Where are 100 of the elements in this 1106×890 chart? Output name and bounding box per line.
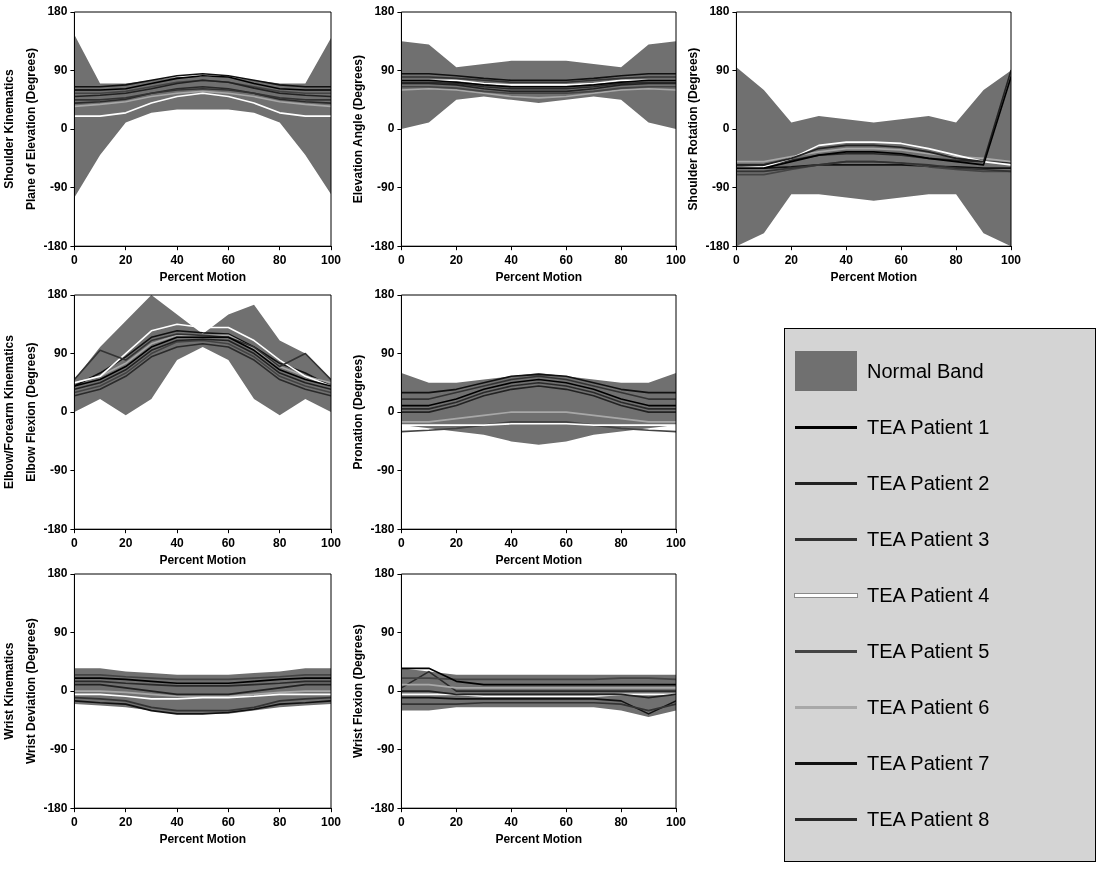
text: Elbow/Forearm Kinematics (2, 334, 17, 490)
x-tick-label: 100 (320, 252, 342, 267)
y-tick-label: -90 (377, 741, 395, 756)
x-tick-label: 20 (449, 814, 464, 829)
y-tick-label: 180 (47, 566, 68, 581)
x-tick-label: 100 (1000, 252, 1022, 267)
x-tick-label: 60 (894, 252, 909, 267)
y-tick-label: -90 (50, 741, 68, 756)
y-tick-label: 90 (716, 62, 730, 77)
x-tick-label: 20 (119, 814, 133, 829)
legend-label: Normal Band (867, 359, 984, 383)
x-tick-label: 0 (71, 814, 79, 829)
y-axis-title: Wrist Deviation (Degrees) (23, 618, 38, 765)
x-tick-label: 60 (221, 252, 236, 267)
x-tick-label: 80 (614, 252, 629, 267)
x-tick-label: 60 (559, 252, 574, 267)
x-tick-label: 20 (784, 252, 799, 267)
x-tick-label: 100 (665, 814, 687, 829)
legend-label: TEA Patient 1 (867, 415, 990, 439)
x-tick-label: 100 (665, 252, 687, 267)
x-tick-label: 20 (449, 252, 464, 267)
x-tick-label: 60 (559, 535, 574, 550)
x-axis-title: Percent Motion (495, 832, 583, 847)
x-axis-title: Percent Motion (159, 832, 247, 847)
x-tick-label: 80 (949, 252, 964, 267)
x-tick-label: 0 (733, 252, 741, 267)
y-tick-label: 90 (54, 345, 68, 360)
y-axis-title: Pronation (Degrees) (350, 354, 365, 470)
y-tick-label: 180 (374, 566, 395, 581)
x-tick-label: 0 (398, 814, 406, 829)
y-tick-label: -180 (43, 800, 68, 815)
y-tick-label: -90 (712, 179, 730, 194)
x-axis-title: Percent Motion (495, 270, 583, 285)
x-tick-label: 80 (273, 814, 287, 829)
x-tick-label: 60 (221, 814, 236, 829)
y-tick-label: -90 (377, 179, 395, 194)
y-tick-label: 0 (387, 404, 395, 419)
y-tick-label: 90 (381, 345, 395, 360)
y-tick-label: -180 (43, 238, 68, 253)
x-tick-label: 60 (559, 814, 574, 829)
y-tick-label: -90 (50, 462, 68, 477)
x-tick-label: 80 (614, 814, 629, 829)
x-axis-title: Percent Motion (159, 553, 247, 568)
y-tick-label: 90 (381, 62, 395, 77)
x-tick-label: 0 (71, 535, 79, 550)
y-axis-title: Elbow Flexion (Degrees) (23, 342, 38, 482)
y-tick-label: 0 (60, 683, 68, 698)
legend-label: TEA Patient 7 (867, 751, 990, 775)
x-tick-label: 40 (170, 535, 185, 550)
x-tick-label: 40 (504, 252, 519, 267)
x-tick-label: 80 (273, 535, 287, 550)
y-axis-title: Shoulder Rotation (Degrees) (685, 47, 700, 211)
y-tick-label: 180 (374, 287, 395, 302)
x-tick-label: 20 (119, 252, 133, 267)
x-tick-label: 80 (614, 535, 629, 550)
x-tick-label: 60 (221, 535, 236, 550)
legend-label: TEA Patient 6 (867, 695, 990, 719)
y-tick-label: -180 (370, 800, 395, 815)
x-tick-label: 0 (71, 252, 79, 267)
x-tick-label: 20 (119, 535, 133, 550)
y-tick-label: 180 (47, 4, 68, 19)
y-tick-label: 0 (387, 121, 395, 136)
x-tick-label: 100 (320, 814, 342, 829)
x-axis-title: Percent Motion (159, 270, 247, 285)
x-tick-label: 100 (320, 535, 342, 550)
x-tick-label: 40 (504, 814, 519, 829)
text: Shoulder Kinematics (2, 69, 17, 189)
y-tick-label: -180 (705, 238, 730, 253)
legend-label: TEA Patient 3 (867, 527, 990, 551)
y-tick-label: 90 (54, 62, 68, 77)
x-tick-label: 40 (839, 252, 854, 267)
y-tick-label: -180 (370, 521, 395, 536)
y-tick-label: 0 (722, 121, 730, 136)
y-tick-label: 180 (47, 287, 68, 302)
y-tick-label: 0 (60, 404, 68, 419)
x-tick-label: 40 (170, 252, 185, 267)
legend-label: TEA Patient 4 (867, 583, 990, 607)
y-tick-label: 0 (387, 683, 395, 698)
y-tick-label: 0 (60, 121, 68, 136)
x-tick-label: 40 (170, 814, 185, 829)
x-tick-label: 80 (273, 252, 287, 267)
text: Wrist Kinematics (2, 642, 17, 740)
x-axis-title: Percent Motion (830, 270, 918, 285)
y-axis-title: Elevation Angle (Degrees) (350, 54, 365, 204)
y-axis-title: Wrist Flexion (Degrees) (350, 624, 365, 759)
y-tick-label: 90 (54, 624, 68, 639)
y-axis-title: Plane of Elevation (Degrees) (23, 48, 38, 211)
y-tick-label: -90 (50, 179, 68, 194)
legend-label: TEA Patient 8 (867, 807, 990, 831)
x-tick-label: 40 (504, 535, 519, 550)
x-tick-label: 0 (398, 535, 406, 550)
y-tick-label: 180 (709, 4, 730, 19)
y-tick-label: -180 (43, 521, 68, 536)
y-tick-label: 90 (381, 624, 395, 639)
y-tick-label: -180 (370, 238, 395, 253)
x-tick-label: 20 (449, 535, 464, 550)
legend-label: TEA Patient 2 (867, 471, 990, 495)
x-tick-label: 100 (665, 535, 687, 550)
y-tick-label: 180 (374, 4, 395, 19)
y-tick-label: -90 (377, 462, 395, 477)
